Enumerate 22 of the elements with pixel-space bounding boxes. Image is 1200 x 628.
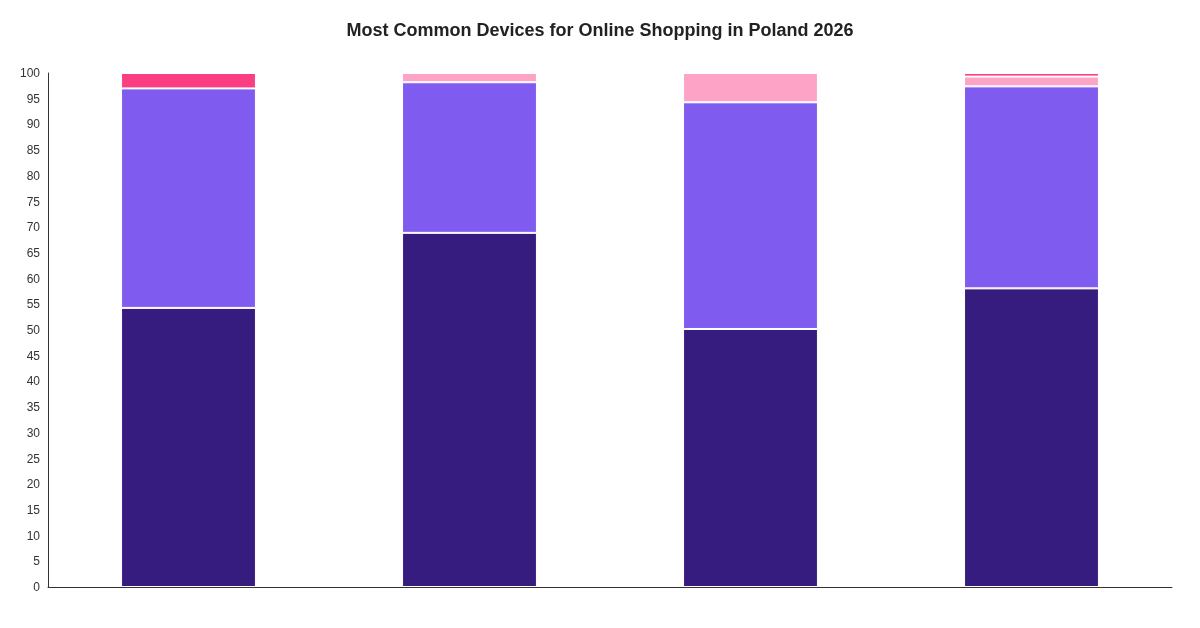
y-tick-label: 20 xyxy=(26,477,41,492)
y-tick-label: 25 xyxy=(26,451,41,466)
y-tick-label: 75 xyxy=(26,194,41,209)
y-tick-label: 55 xyxy=(26,297,41,312)
y-tick-label: 90 xyxy=(26,117,41,132)
y-tick-label: 5 xyxy=(33,554,41,569)
chart-title: Most Common Devices for Online Shopping in Poland 2026 xyxy=(346,20,854,40)
y-tick-label: 80 xyxy=(26,168,41,183)
y-tick-label: 50 xyxy=(26,323,41,337)
y-tick-label: 70 xyxy=(26,220,41,235)
y-tick-label: 10 xyxy=(26,528,41,543)
y-tick-label: 65 xyxy=(26,245,41,260)
y-tick-label: 40 xyxy=(26,374,41,389)
y-tick-label: 15 xyxy=(26,502,41,517)
y-tick-label: 45 xyxy=(26,348,41,363)
y-tick-label: 60 xyxy=(26,271,41,286)
y-tick-label: 30 xyxy=(26,425,41,440)
y-tick-label: 95 xyxy=(26,91,41,106)
y-tick-label: 85 xyxy=(26,143,41,158)
y-tick-label: 35 xyxy=(26,400,41,415)
y-tick-label: 0 xyxy=(33,580,41,594)
y-tick-label: 100 xyxy=(19,66,41,80)
